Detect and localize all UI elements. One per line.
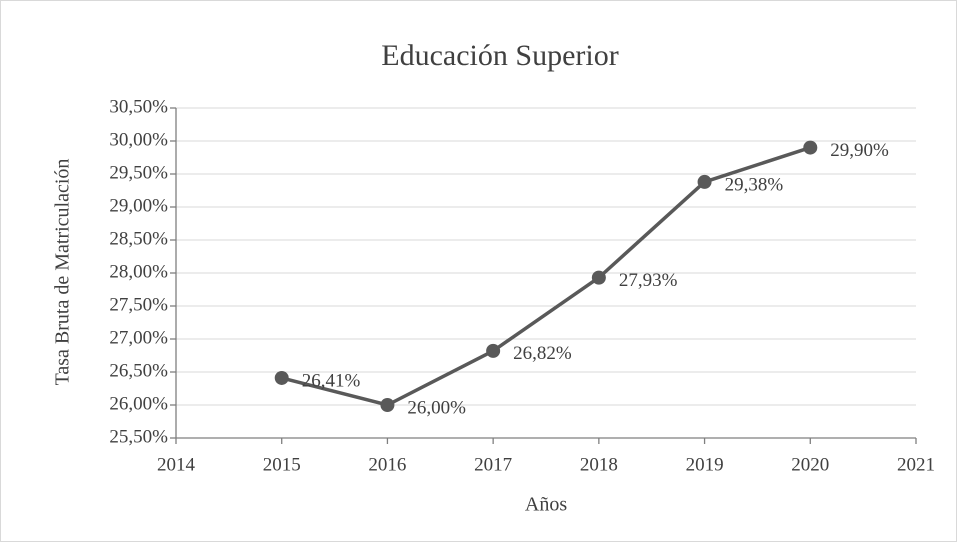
y-tick-label: 30,00% (109, 129, 168, 150)
data-point (380, 398, 395, 412)
data-label: 29,90% (830, 140, 889, 161)
x-axis-label: Años (525, 494, 567, 516)
x-tick-label: 2015 (263, 454, 301, 475)
x-tick-label: 2017 (474, 454, 512, 475)
y-tick-label: 25,50% (109, 426, 168, 447)
chart-title: Educación Superior (381, 39, 618, 72)
y-tick-label: 27,50% (109, 294, 168, 315)
data-point (697, 174, 712, 189)
y-tick-label: 29,00% (109, 195, 168, 216)
x-tick-label: 2018 (580, 454, 618, 475)
y-tick-label: 30,50% (109, 96, 168, 117)
data-label: 27,93% (619, 270, 678, 291)
y-tick-label: 26,50% (109, 360, 168, 381)
data-label: 26,82% (513, 343, 572, 364)
data-point (591, 270, 606, 285)
data-point (803, 140, 818, 155)
data-label: 26,00% (407, 397, 466, 418)
x-tick-label: 2021 (897, 454, 935, 475)
x-tick-label: 2016 (368, 454, 406, 475)
y-axis-label: Tasa Bruta de Matriculación (52, 159, 74, 386)
data-point (274, 370, 289, 385)
data-line (281, 145, 811, 407)
y-tick-label: 29,50% (109, 162, 168, 183)
y-tick-label: 27,00% (109, 327, 168, 348)
data-point (486, 343, 501, 358)
x-tick-label: 2020 (791, 454, 829, 475)
y-tick-label: 26,00% (109, 393, 168, 414)
x-tick-label: 2014 (157, 454, 196, 475)
data-label: 29,38% (725, 174, 784, 195)
data-label: 26,41% (302, 370, 361, 391)
y-tick-label: 28,00% (109, 261, 168, 282)
x-tick-label: 2019 (686, 454, 724, 475)
y-tick-label: 28,50% (109, 228, 168, 249)
